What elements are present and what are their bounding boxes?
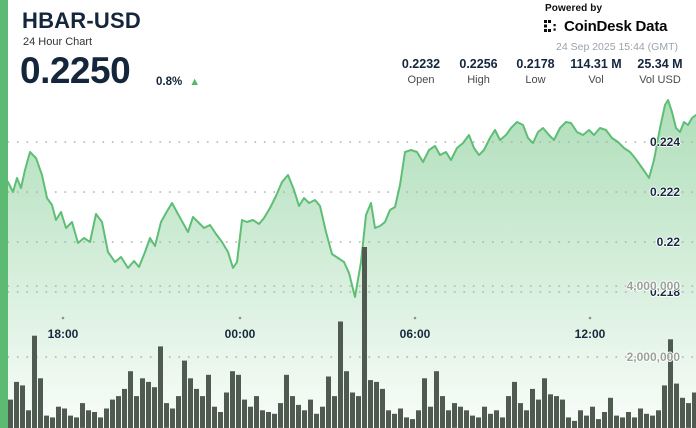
- stat-volume: 114.31 M Vol: [564, 57, 628, 86]
- price-change: 0.8% ▲: [156, 76, 200, 88]
- stats-row: 0.2232 Open 0.2256 High 0.2178 Low 114.3…: [392, 57, 692, 86]
- last-price: 0.2250: [20, 50, 131, 91]
- change-percent: 0.8%: [156, 76, 183, 88]
- stat-label: Vol: [588, 74, 604, 86]
- stat-high: 0.2256 High: [450, 57, 507, 86]
- stat-low: 0.2178 Low: [507, 57, 564, 86]
- arrow-up-icon: ▲: [189, 76, 201, 88]
- stat-label: Low: [525, 74, 546, 86]
- coindesk-brand-text: CoinDesk Data: [564, 18, 668, 35]
- stat-label: Vol USD: [639, 74, 681, 86]
- stat-value: 0.2232: [401, 57, 441, 71]
- stat-open: 0.2232 Open: [392, 57, 450, 86]
- stat-volume-usd: 25.34 M Vol USD: [628, 57, 692, 86]
- stat-value: 114.31 M: [570, 57, 622, 71]
- chart-subtitle: 24 Hour Chart: [23, 36, 93, 48]
- powered-by-label: Powered by: [545, 3, 603, 14]
- stat-value: 0.2178: [516, 57, 555, 71]
- pair-title: HBAR-USD: [22, 8, 141, 33]
- stat-value: 0.2256: [459, 57, 498, 71]
- accent-bar: [0, 0, 8, 428]
- stat-value: 25.34 M: [637, 57, 683, 71]
- coindesk-logo-icon: [544, 19, 556, 32]
- chart-timestamp: 24 Sep 2025 15:44 (GMT): [556, 41, 678, 53]
- coindesk-brand[interactable]: CoinDesk Data: [544, 18, 667, 35]
- stat-label: Open: [407, 74, 435, 86]
- stat-label: High: [467, 74, 490, 86]
